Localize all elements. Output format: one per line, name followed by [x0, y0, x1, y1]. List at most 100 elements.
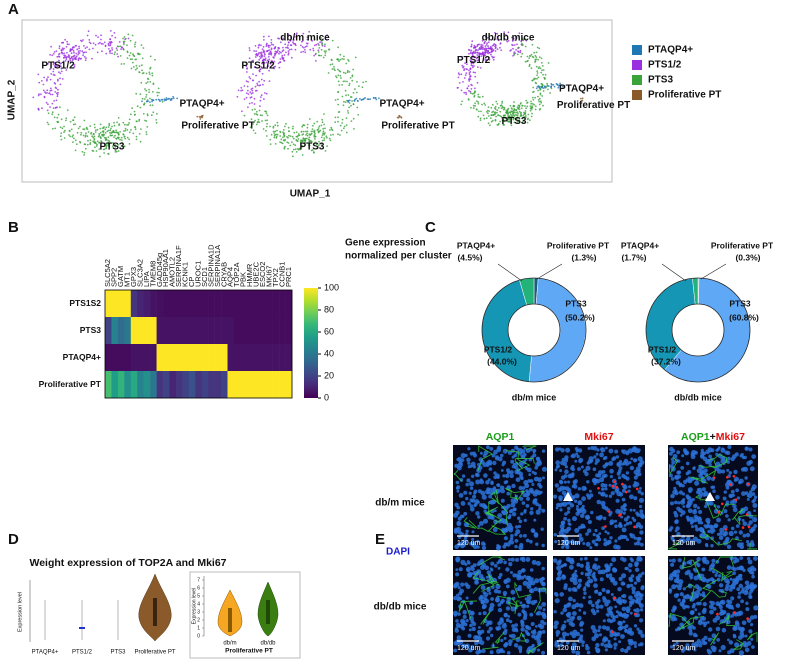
nucleus — [727, 457, 731, 461]
umap-point — [309, 134, 311, 136]
nucleus — [750, 623, 753, 626]
umap-point — [506, 111, 508, 113]
umap-point — [149, 104, 151, 106]
umap-point — [81, 40, 83, 42]
umap-point — [266, 113, 268, 115]
nucleus — [605, 567, 610, 572]
nucleus — [670, 526, 674, 530]
x-tick-label: db/db — [260, 641, 276, 647]
nucleus — [626, 584, 630, 588]
umap-point — [538, 77, 540, 79]
umap-point — [141, 100, 143, 102]
nucleus — [469, 492, 472, 495]
umap-point — [128, 138, 130, 140]
umap-point — [486, 117, 488, 119]
umap-point — [547, 89, 549, 91]
nucleus — [532, 453, 536, 457]
nucleus — [609, 536, 612, 539]
umap-point — [49, 106, 51, 108]
nucleus — [478, 637, 482, 641]
nucleus — [721, 470, 725, 474]
umap-point — [263, 39, 265, 41]
nucleus — [722, 532, 726, 536]
heatmap-cell — [253, 317, 260, 344]
nucleus — [602, 638, 607, 643]
umap-point — [339, 59, 341, 61]
column-header: Mki67 — [584, 431, 613, 443]
nucleus — [573, 485, 577, 489]
nucleus — [490, 567, 493, 570]
nucleus — [570, 503, 574, 507]
umap-point — [292, 155, 294, 157]
umap-point — [477, 82, 479, 84]
umap-point — [147, 113, 149, 115]
umap-point — [136, 65, 138, 67]
nucleus — [710, 544, 713, 547]
nucleus — [731, 527, 735, 531]
umap-point — [141, 69, 143, 71]
nucleus — [534, 587, 538, 591]
umap-point — [151, 99, 153, 101]
umap-point — [145, 82, 147, 84]
umap-point — [321, 49, 323, 51]
donut-value-label: (0.3%) — [735, 252, 760, 262]
nucleus — [480, 452, 483, 455]
nucleus — [455, 568, 458, 571]
umap-point — [347, 112, 349, 114]
nucleus — [683, 595, 687, 599]
nucleus — [629, 521, 633, 525]
umap-point — [345, 94, 347, 96]
nucleus — [706, 459, 710, 463]
nucleus — [673, 607, 677, 611]
umap-point — [284, 139, 286, 141]
nucleus — [673, 574, 677, 578]
umap-point — [272, 44, 274, 46]
umap-point — [278, 53, 280, 55]
nucleus — [465, 530, 468, 533]
umap-point — [120, 48, 122, 50]
nucleus — [538, 504, 541, 507]
nucleus — [533, 449, 537, 453]
umap-point — [541, 69, 543, 71]
umap-point — [61, 118, 63, 120]
nucleus — [740, 556, 744, 560]
umap-point — [144, 98, 146, 100]
nucleus — [730, 578, 733, 581]
umap-point — [254, 113, 256, 115]
umap-point — [346, 117, 348, 119]
nucleus — [511, 634, 516, 639]
umap-point — [78, 127, 80, 129]
umap-point — [84, 128, 86, 130]
row-label: db/db mice — [374, 602, 427, 613]
y-tick-label: 1 — [197, 625, 200, 631]
nucleus — [516, 477, 521, 482]
umap-point — [343, 127, 345, 129]
umap-point — [158, 88, 160, 90]
umap-point — [465, 92, 467, 94]
umap-point — [100, 124, 102, 126]
umap-point — [143, 47, 145, 49]
heatmap-cell — [286, 371, 293, 398]
umap-point — [273, 126, 275, 128]
nucleus — [465, 497, 468, 500]
heatmap-cell — [260, 344, 267, 371]
nucleus — [498, 559, 503, 564]
nucleus — [528, 473, 531, 476]
umap-point — [466, 88, 468, 90]
umap-point — [497, 48, 499, 50]
umap-point — [344, 80, 346, 82]
umap-point — [253, 50, 255, 52]
umap-point — [332, 40, 334, 42]
umap-point — [108, 153, 110, 155]
nucleus — [609, 449, 614, 454]
panel-label: A — [8, 1, 19, 18]
umap-point — [85, 57, 87, 59]
nucleus — [515, 558, 519, 562]
umap-point — [346, 81, 348, 83]
nucleus — [717, 505, 720, 508]
nucleus — [640, 608, 643, 611]
colorbar-title: normalized per cluster — [345, 251, 452, 262]
nucleus — [751, 500, 755, 504]
umap-point — [129, 119, 131, 121]
umap-point — [60, 135, 62, 137]
